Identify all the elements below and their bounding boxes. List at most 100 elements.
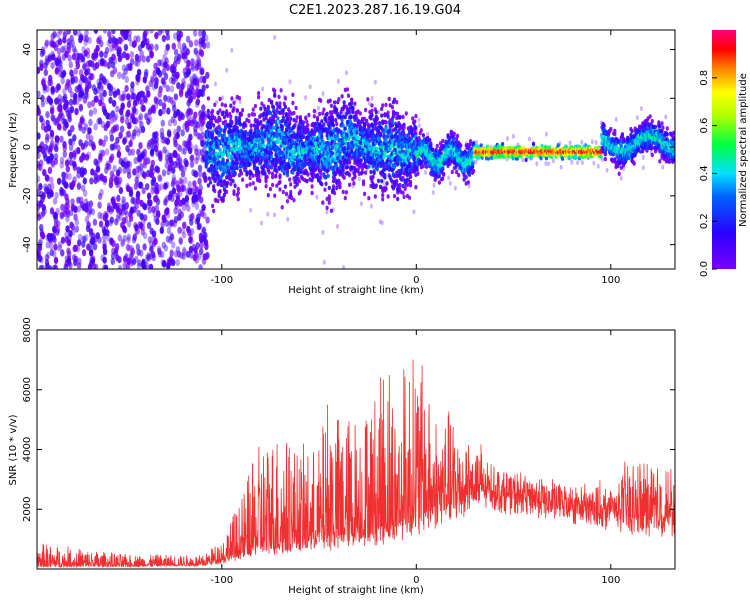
spectrogram-mark bbox=[266, 211, 270, 217]
spectrogram-mark bbox=[189, 251, 194, 259]
spectrogram-mark bbox=[163, 196, 169, 204]
spectrogram-mark bbox=[230, 47, 234, 53]
spectrogram-mark bbox=[176, 125, 181, 133]
spectrogram-mark bbox=[206, 108, 210, 114]
spectrogram-mark bbox=[62, 95, 67, 103]
spectrogram-mark bbox=[88, 249, 94, 257]
spectrogram-mark bbox=[512, 133, 515, 139]
spectrogram-mark bbox=[386, 114, 390, 119]
spectrogram-mark bbox=[72, 134, 77, 142]
spectrogram-mark bbox=[165, 207, 170, 215]
spectrogram-mark bbox=[117, 256, 122, 264]
spectrogram-mark bbox=[167, 259, 172, 267]
spectrogram-mark bbox=[259, 119, 263, 125]
spectrogram-mark bbox=[188, 108, 194, 116]
spectrogram-mark bbox=[202, 76, 207, 85]
spectrogram-mark bbox=[38, 183, 43, 191]
spectrogram-mark bbox=[325, 209, 329, 215]
spectrogram-mark bbox=[70, 198, 75, 206]
spectrogram-mark bbox=[365, 118, 369, 124]
spectrogram-mark bbox=[340, 118, 344, 123]
spectrogram-mark bbox=[195, 88, 200, 96]
spectrogram-mark bbox=[70, 125, 75, 133]
spectrogram-mark bbox=[198, 30, 203, 37]
spectrogram-mark bbox=[46, 95, 52, 103]
spectrogram-mark bbox=[82, 96, 88, 104]
spectrogram-mark bbox=[535, 161, 539, 167]
spectrogram-mark bbox=[336, 223, 339, 229]
spectrogram-mark bbox=[56, 83, 61, 91]
spectrogram-mark bbox=[218, 96, 222, 102]
spectrogram-mark bbox=[364, 170, 368, 175]
spectrogram-mark bbox=[333, 140, 337, 145]
spectrogram-mark bbox=[181, 52, 186, 60]
spectrogram-mark bbox=[173, 32, 178, 40]
spectrogram-mark bbox=[159, 127, 165, 135]
spectrogram-mark bbox=[423, 160, 428, 166]
spectrogram-mark bbox=[467, 183, 471, 189]
spectrogram-mark bbox=[321, 91, 325, 97]
spectrogram-mark bbox=[206, 183, 210, 188]
spectrogram-mark bbox=[114, 218, 119, 226]
spectrogram-mark bbox=[136, 209, 141, 217]
spectrogram-mark bbox=[247, 119, 251, 124]
spectrogram-mark bbox=[372, 170, 376, 176]
spectrogram-mark bbox=[380, 106, 384, 112]
spectrogram-mark bbox=[429, 141, 433, 146]
spectrogram-mark bbox=[204, 253, 209, 261]
spectrogram-mark bbox=[222, 132, 226, 138]
spectrogram-mark bbox=[348, 109, 352, 115]
spectrogram-mark bbox=[369, 169, 373, 175]
spectrogram-mark bbox=[282, 171, 286, 176]
spectrogram-mark bbox=[149, 150, 155, 158]
spectrogram-mark bbox=[377, 121, 382, 126]
spectrogram-mark bbox=[126, 100, 132, 108]
spectrogram-mark bbox=[150, 178, 155, 186]
spectrogram-mark bbox=[274, 174, 278, 179]
spectrogram-mark bbox=[241, 177, 245, 182]
spectrogram-mark bbox=[185, 250, 191, 258]
spectrogram-mark bbox=[179, 164, 184, 172]
spectrogram-mark bbox=[102, 108, 108, 116]
spectrogram-mark bbox=[63, 172, 69, 180]
spectrogram-mark bbox=[177, 208, 182, 216]
spectrogram-mark bbox=[45, 133, 50, 141]
spectrogram-mark bbox=[243, 133, 247, 138]
spectrogram-mark bbox=[57, 244, 62, 252]
spectrogram-mark bbox=[293, 123, 297, 128]
spectrogram-mark bbox=[102, 175, 108, 183]
spectrogram-mark bbox=[223, 119, 228, 124]
spectrogram-mark bbox=[281, 189, 285, 195]
spectrogram-mark bbox=[294, 105, 298, 111]
spectrogram-mark bbox=[191, 195, 196, 203]
spectrogram-mark bbox=[559, 164, 563, 170]
spectrogram-mark bbox=[218, 117, 222, 123]
spectrogram-mark bbox=[170, 64, 175, 72]
spectrogram-mark bbox=[329, 208, 333, 213]
spectrogram-mark bbox=[194, 39, 199, 47]
spectrogram-mark bbox=[442, 172, 446, 177]
spectrogram-mark bbox=[212, 184, 216, 189]
spectrogram-mark bbox=[81, 240, 86, 248]
spectrogram-mark bbox=[161, 107, 166, 115]
spectrogram-mark bbox=[136, 148, 141, 156]
spectrogram-mark bbox=[166, 227, 172, 235]
spectrogram-mark bbox=[119, 108, 124, 116]
spectrogram-mark bbox=[125, 184, 131, 193]
spectrogram-mark bbox=[360, 166, 364, 171]
spectrogram-mark bbox=[266, 193, 270, 198]
spectrogram-mark bbox=[64, 181, 69, 189]
spectrogram-mark bbox=[144, 30, 149, 36]
spectrogram-mark bbox=[419, 128, 423, 133]
spectrogram-mark bbox=[51, 114, 56, 122]
spectrogram-mark bbox=[399, 171, 403, 176]
spectrogram-mark bbox=[457, 172, 461, 178]
spectrogram-mark bbox=[66, 30, 71, 35]
spectrogram-mark bbox=[41, 78, 46, 86]
spectrogram-mark bbox=[120, 240, 125, 248]
spectrogram-mark bbox=[169, 249, 174, 257]
spectrogram-mark bbox=[98, 155, 103, 163]
spectrogram-mark bbox=[188, 187, 193, 195]
spectrogram-mark bbox=[441, 176, 445, 181]
spectrogram-mark bbox=[441, 167, 445, 172]
